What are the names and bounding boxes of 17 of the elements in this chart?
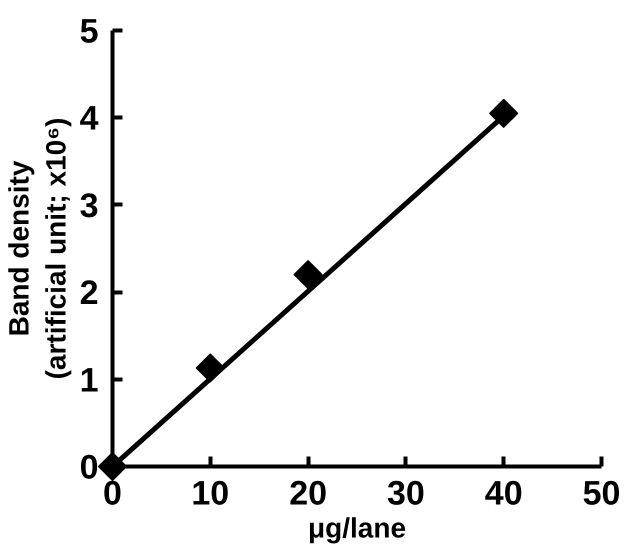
x-tick-label: 50 [582,474,620,512]
y-tick-label: 1 [80,361,99,400]
y-tick-label: 0 [80,448,99,486]
x-tick-label: 40 [484,474,523,512]
x-tick-label: 20 [289,474,328,512]
y-tick-label: 4 [80,100,99,138]
point [489,98,518,128]
point [293,260,323,290]
x-axis-title: μg/lane [308,512,406,544]
x-tick-label: 30 [386,474,425,512]
x-tick-label: 0 [103,474,122,512]
y-tick-label: 2 [80,274,99,312]
y-tick-label: 5 [80,12,99,50]
point [98,452,128,482]
x-tick-label: 10 [191,474,230,512]
y-axis-title: Band density (artificial unit; x10⁶) [3,118,72,380]
y-tick-label: 3 [80,186,99,225]
